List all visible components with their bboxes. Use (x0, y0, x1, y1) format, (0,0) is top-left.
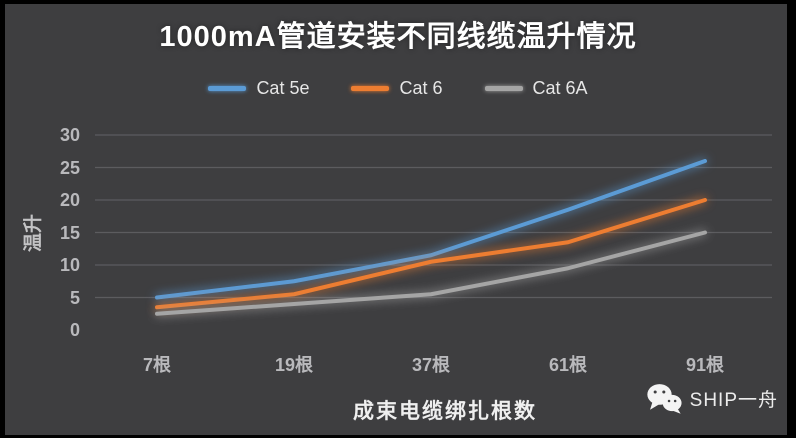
series-line-cat-5e (155, 159, 707, 300)
image-border-right (787, 0, 796, 438)
legend-label: Cat 6 (399, 78, 443, 98)
legend-label: Cat 6A (532, 78, 588, 98)
x-axis-title: 成束电缆绑扎根数 (353, 400, 537, 423)
wechat-icon (646, 384, 682, 414)
legend-item-cat-6: Cat 6 (351, 78, 443, 99)
legend: Cat 5e Cat 6 Cat 6A (0, 78, 796, 99)
legend-item-cat-5e: Cat 5e (208, 78, 309, 99)
legend-swatch-cat-6 (351, 86, 390, 91)
chart-title: 1000mA管道安装不同线缆温升情况 (159, 21, 637, 53)
image-border-left (0, 0, 5, 438)
legend-label: Cat 5e (256, 78, 310, 98)
image-border-bottom (0, 435, 796, 438)
legend-swatch-cat-6a (484, 86, 523, 91)
legend-swatch-cat-5e (208, 86, 247, 91)
series-line-cat-6a (155, 230, 707, 316)
brand-watermark: SHIP一舟 (646, 383, 778, 414)
y-axis-title: 温升 (23, 214, 44, 253)
image-border-top (0, 0, 796, 4)
legend-item-cat-6a: Cat 6A (484, 78, 588, 99)
watermark-text: SHIP一舟 (689, 390, 778, 411)
series-line-cat-6 (155, 198, 707, 310)
